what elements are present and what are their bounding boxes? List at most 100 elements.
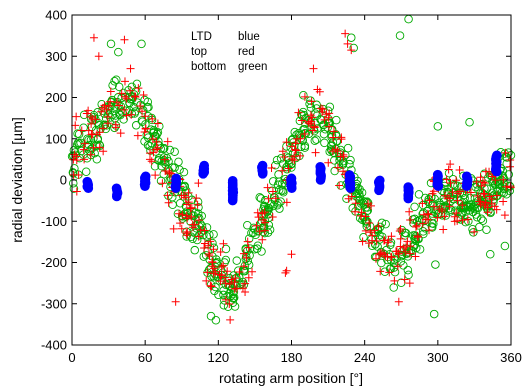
red-point <box>87 119 96 128</box>
blue-point <box>227 176 238 186</box>
red-point <box>453 189 462 198</box>
green-point <box>243 220 252 230</box>
red-point <box>384 236 393 245</box>
red-point <box>292 134 301 143</box>
blue-point <box>286 173 297 184</box>
red-point <box>183 227 192 236</box>
green-point <box>476 214 486 223</box>
red-point <box>158 179 167 188</box>
legend-label-top: top <box>191 46 207 58</box>
red-point <box>329 133 338 142</box>
red-point <box>444 165 453 174</box>
blue-point <box>375 175 385 186</box>
green-point <box>453 181 462 191</box>
green-point <box>216 265 226 274</box>
red-point <box>98 124 107 133</box>
red-point <box>506 162 515 171</box>
y-tick-label: 0 <box>60 173 67 188</box>
green-point <box>81 167 91 177</box>
red-point <box>147 157 156 166</box>
red-point <box>112 98 121 107</box>
red-point <box>337 133 346 142</box>
red-point <box>452 208 461 217</box>
x-tick-label: 120 <box>207 350 229 365</box>
red-point <box>192 194 201 203</box>
red-point <box>403 237 412 246</box>
red-point <box>122 94 131 103</box>
red-point <box>260 208 269 217</box>
red-point <box>445 202 454 211</box>
x-tick-label: 240 <box>354 350 376 365</box>
red-point <box>267 163 276 172</box>
red-point <box>200 226 209 235</box>
x-tick-label: 360 <box>500 350 522 365</box>
red-point <box>97 107 106 116</box>
red-point <box>411 222 420 231</box>
green-point <box>397 225 407 235</box>
y-axis-ticks: -400 -300 -200 -100 0 100 200 300 400 <box>41 8 511 353</box>
green-point <box>282 164 292 174</box>
red-point <box>103 112 112 121</box>
red-point <box>333 147 342 156</box>
green-point <box>253 241 263 250</box>
green-point <box>124 85 133 95</box>
red-point <box>429 187 438 196</box>
red-point <box>278 147 287 156</box>
green-point <box>466 200 475 209</box>
red-point <box>98 103 107 112</box>
red-point <box>241 279 250 288</box>
red-point <box>501 148 510 157</box>
y-tick-label: -300 <box>41 296 67 311</box>
green-point <box>395 31 405 40</box>
green-point <box>131 121 141 130</box>
red-point <box>282 138 291 147</box>
red-point <box>122 111 131 120</box>
red-point <box>190 220 199 229</box>
green-point <box>465 193 475 203</box>
red-point <box>376 267 385 276</box>
red-point <box>207 282 216 291</box>
red-point <box>311 148 320 157</box>
green-point <box>338 158 348 168</box>
red-point <box>374 222 383 231</box>
red-point <box>69 170 78 179</box>
green-point <box>355 213 365 223</box>
red-point <box>331 145 340 154</box>
red-point <box>217 271 226 280</box>
red-point <box>483 208 492 217</box>
red-point <box>136 101 145 110</box>
red-point <box>193 200 202 209</box>
red-point <box>446 160 455 169</box>
green-point <box>277 186 286 195</box>
x-tick-label: 300 <box>427 350 449 365</box>
green-point <box>92 155 102 164</box>
red-point <box>187 203 196 212</box>
red-point <box>120 35 129 44</box>
red-point <box>217 262 226 271</box>
red-point <box>219 261 228 270</box>
red-point <box>418 199 427 208</box>
red-point <box>450 217 459 226</box>
red-point <box>151 171 160 180</box>
green-point <box>312 135 321 144</box>
green-point <box>429 309 439 319</box>
red-point <box>88 130 97 139</box>
blue-point <box>492 150 502 161</box>
red-point <box>134 84 143 93</box>
green-point <box>170 147 179 156</box>
red-point <box>396 224 405 233</box>
green-point <box>152 129 162 139</box>
red-point <box>300 92 309 101</box>
red-point <box>243 237 252 246</box>
green-point <box>179 192 188 201</box>
green-point <box>353 188 362 198</box>
green-point <box>449 188 458 198</box>
red-point <box>79 145 88 154</box>
green-point <box>294 128 303 138</box>
green-point <box>150 162 160 171</box>
red-point <box>241 288 250 297</box>
red-point <box>280 152 289 161</box>
red-point <box>209 269 218 278</box>
red-point <box>221 295 230 304</box>
red-point <box>336 152 345 161</box>
